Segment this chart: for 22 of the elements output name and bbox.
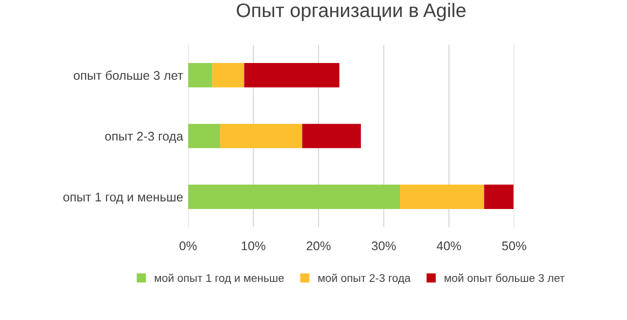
- y-tick-label: опыт 2-3 года: [105, 132, 184, 144]
- y-tick-label: опыт 1 год и меньше: [63, 192, 183, 204]
- bar: [212, 63, 244, 88]
- x-tick-label: 40%: [436, 241, 461, 250]
- x-tick-label: 30%: [372, 241, 396, 250]
- x-tick-label: 10%: [242, 241, 266, 250]
- x-tick-label: 0%: [180, 241, 197, 250]
- bar: [244, 63, 340, 88]
- bar: [188, 184, 400, 209]
- bar: [400, 184, 484, 209]
- bar: [302, 124, 361, 148]
- legend-label: мой опыт 2-3 года: [318, 274, 411, 284]
- x-tick-label: 20%: [306, 241, 331, 250]
- legend-label: мой опыт больше 3 лет: [444, 274, 565, 282]
- x-tick-label: 50%: [502, 241, 526, 250]
- bar: [220, 124, 302, 148]
- chart-title: Опыт организации в Agile: [236, 2, 466, 22]
- bar: [188, 63, 212, 88]
- bar: [484, 184, 514, 209]
- y-tick-label: опыт больше 3 лет: [74, 70, 184, 80]
- legend-label: мой опыт 1 год и меньше: [154, 274, 284, 284]
- bar: [188, 124, 220, 148]
